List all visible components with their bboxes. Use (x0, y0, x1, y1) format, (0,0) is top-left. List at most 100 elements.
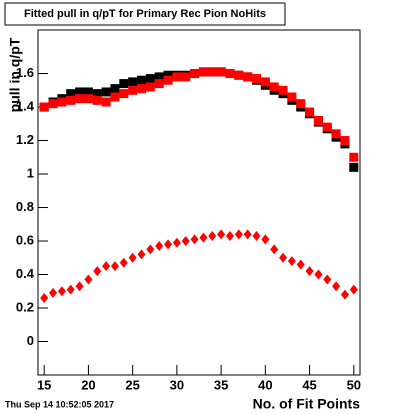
x-tick-label: 40 (258, 377, 272, 392)
square-marker (163, 75, 173, 85)
diamond-marker (296, 259, 305, 270)
square-marker (110, 92, 120, 102)
square-marker (163, 70, 173, 80)
square-marker (207, 67, 217, 77)
x-tick-label: 25 (125, 377, 139, 392)
square-marker (190, 69, 200, 79)
diamond-marker (119, 257, 128, 268)
diamond-marker (49, 287, 58, 298)
diamond-marker (332, 281, 341, 292)
diamond-marker (172, 237, 181, 248)
x-axis-label: No. of Fit Points (253, 396, 361, 412)
square-marker (119, 89, 129, 99)
square-marker (48, 99, 58, 109)
y-tick-label: 0.6 (16, 232, 34, 247)
diamond-marker (279, 252, 288, 263)
diamond-marker (270, 244, 279, 255)
square-marker (66, 95, 76, 105)
square-marker (322, 122, 332, 132)
square-marker (269, 82, 279, 92)
y-axis-label: pull in q/pT (7, 37, 23, 112)
square-marker (137, 84, 146, 94)
diamond-marker (164, 239, 173, 250)
square-marker (145, 82, 155, 92)
square-marker (75, 94, 85, 104)
diamond-marker (181, 236, 190, 247)
square-marker (349, 162, 359, 172)
x-tick-label: 45 (302, 377, 316, 392)
x-tick-label: 30 (170, 377, 184, 392)
square-marker (119, 79, 129, 89)
diamond-marker (40, 292, 49, 303)
diamond-marker (287, 256, 296, 267)
square-marker (128, 85, 138, 95)
diamond-marker (146, 244, 155, 255)
diamond-marker (217, 229, 226, 240)
diamond-marker (314, 269, 323, 280)
square-marker (154, 72, 164, 82)
square-marker (128, 77, 138, 87)
diamond-marker (137, 249, 146, 260)
x-tick-label: 15 (37, 377, 51, 392)
square-marker (331, 129, 341, 139)
square-marker (252, 74, 261, 84)
diamond-marker (305, 266, 314, 277)
square-marker (349, 152, 359, 162)
diamond-marker (102, 261, 111, 272)
diamond-marker (93, 266, 102, 277)
x-tick-label: 35 (214, 377, 228, 392)
x-tick-label: 50 (347, 377, 361, 392)
square-marker (92, 95, 102, 105)
square-marker (137, 75, 146, 85)
diamond-marker (190, 234, 199, 245)
square-marker (340, 136, 350, 146)
square-marker (313, 115, 323, 125)
square-marker (83, 94, 93, 104)
square-marker (110, 84, 120, 94)
square-marker (101, 87, 111, 97)
x-tick-label: 20 (81, 377, 95, 392)
plot-frame (37, 29, 361, 376)
square-marker (216, 67, 226, 77)
square-marker (172, 72, 182, 82)
diamond-marker (349, 284, 358, 295)
title-box (4, 2, 286, 26)
diamond-marker (155, 241, 164, 252)
square-marker (57, 97, 67, 107)
y-tick-label: 1.4 (16, 98, 35, 113)
diamond-marker (225, 230, 234, 241)
square-marker (225, 69, 235, 79)
diamond-marker (75, 281, 84, 292)
diamond-marker (208, 230, 217, 241)
diamond-marker (243, 229, 252, 240)
diamond-marker (110, 261, 119, 272)
diamond-marker (199, 232, 208, 243)
diamond-marker (234, 229, 243, 240)
chart-title: Fitted pull in q/pT for Primary Rec Pion… (24, 8, 266, 20)
square-marker (260, 77, 270, 87)
square-marker (234, 70, 244, 80)
square-marker (83, 87, 93, 97)
y-tick-label: 1.2 (16, 132, 34, 147)
square-marker (154, 79, 164, 89)
square-marker (198, 67, 208, 77)
square-marker (243, 72, 253, 82)
square-marker (305, 107, 315, 117)
y-tick-label: 0.8 (16, 199, 34, 214)
square-marker (75, 87, 85, 97)
y-tick-label: 1 (27, 165, 34, 180)
diamond-marker (57, 286, 66, 297)
square-marker (287, 92, 297, 102)
y-tick-label: 0.2 (16, 299, 34, 314)
square-marker (39, 102, 49, 112)
square-marker (296, 99, 306, 109)
diamond-marker (323, 274, 332, 285)
square-marker (101, 97, 111, 107)
y-tick-label: 0.4 (16, 266, 35, 281)
diamond-marker (252, 230, 261, 241)
square-marker (181, 72, 191, 82)
square-marker (66, 89, 76, 99)
square-marker (278, 85, 288, 95)
diamond-marker (128, 252, 137, 263)
